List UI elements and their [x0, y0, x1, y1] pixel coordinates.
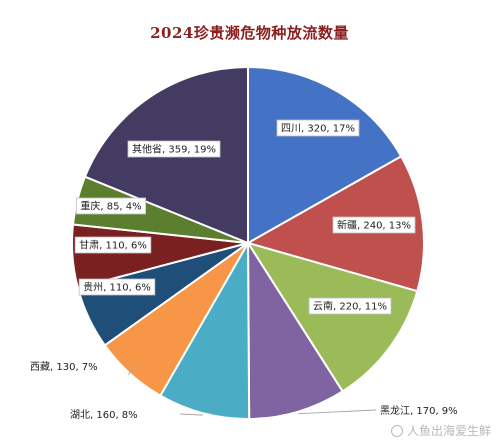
slice-label-box-7 [78, 278, 156, 296]
slice-label-3: 云南, 220, 11% [313, 300, 387, 313]
watermark-text: 人鱼出海爱生鲜 [406, 424, 491, 438]
slice-label-6: 西藏, 130, 7% [30, 361, 98, 373]
leader-lines [128, 365, 377, 416]
pie-slice-5 [158, 239, 251, 420]
slice-label-5: 湖北, 160, 8% [70, 409, 138, 421]
pie-slice-4 [246, 239, 344, 421]
leader-line-5 [179, 413, 203, 416]
pie-slice-3 [245, 241, 419, 393]
slice-label-8: 甘肃, 110, 6% [79, 239, 147, 252]
pie-slice-1 [247, 65, 403, 245]
slice-label-box-1 [276, 119, 360, 137]
slice-label-2: 新疆, 240, 13% [337, 219, 411, 232]
leader-line-4 [298, 409, 377, 415]
watermark: 人鱼出海爱生鲜 [390, 422, 491, 439]
leader-line-6 [128, 365, 134, 376]
slice-label-9: 重庆, 85, 4% [80, 200, 141, 213]
slice-label-box-8 [74, 236, 152, 254]
slice-label-box-10 [127, 140, 221, 158]
slice-label-box-2 [332, 216, 416, 234]
slice-labels: 四川, 320, 17% 新疆, 240, 13% 云南, 220, 11% 黑龙江,… [30, 119, 458, 421]
slice-label-box-9 [75, 197, 147, 215]
slice-label-4: 黑龙江, 170, 9% [380, 404, 458, 417]
slice-label-1: 四川, 320, 17% [281, 124, 355, 135]
slice-label-box-3 [308, 297, 392, 315]
chart-title: 2024珍贵濒危物种放流数量 [150, 24, 349, 42]
slice-label-10: 其他省, 359, 19% [132, 143, 216, 156]
watermark-icon [390, 425, 403, 437]
slice-label-7: 贵州, 110, 6% [83, 281, 151, 294]
